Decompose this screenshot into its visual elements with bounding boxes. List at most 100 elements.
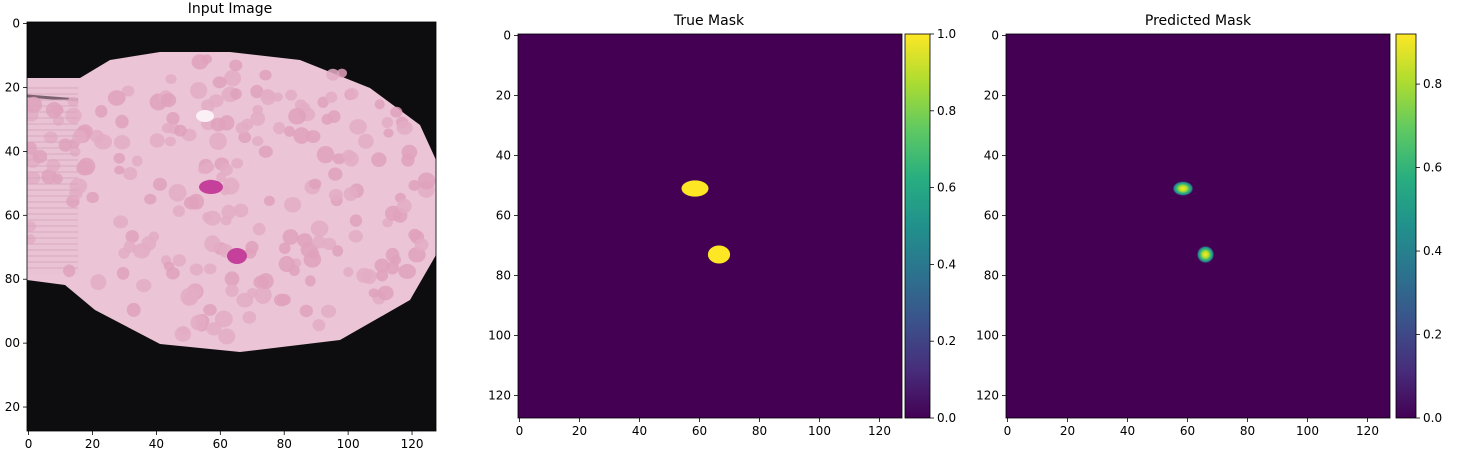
y-tick-label: 0 — [503, 29, 511, 43]
y-tick-label: 120 — [488, 389, 511, 403]
y-tick-label: 40 — [496, 149, 511, 163]
colorbar — [904, 33, 931, 419]
x-tick-label: 60 — [1180, 424, 1195, 438]
y-tick-label: 80 — [984, 269, 999, 283]
blood-cell — [113, 153, 126, 164]
stain-spot — [199, 180, 223, 194]
blood-cell — [241, 118, 254, 130]
axes: 0 20 40 60 80 100 120 0 20 40 60 80 100 120 — [488, 29, 903, 438]
blood-cell — [396, 198, 412, 214]
blood-cell — [163, 261, 175, 271]
blood-cell — [230, 88, 242, 100]
blood-cell — [233, 203, 249, 218]
blood-cell — [63, 264, 76, 278]
blood-cell — [152, 177, 167, 191]
blood-cell — [221, 204, 236, 220]
mask-background — [518, 34, 902, 418]
mask-blob — [1196, 245, 1215, 264]
blood-cell — [51, 173, 63, 184]
blood-cell — [180, 287, 199, 306]
blood-cell — [136, 278, 152, 293]
colorbar-tick-label: 0.8 — [1423, 77, 1442, 91]
blood-cell — [107, 90, 126, 106]
blood-cell — [113, 215, 129, 229]
blood-cell — [206, 322, 222, 336]
blood-cell — [190, 314, 207, 331]
blood-cell — [381, 116, 394, 129]
blood-cell — [326, 68, 340, 81]
x-tick-label: 120 — [401, 437, 424, 451]
blood-cell — [126, 302, 141, 317]
colorbar-tick-label: 0.8 — [937, 104, 956, 118]
blood-cell — [225, 284, 239, 297]
y-tick-label: 80 — [496, 269, 511, 283]
blood-cell — [172, 205, 185, 217]
blood-cell — [390, 255, 402, 265]
blood-cell — [166, 111, 180, 125]
blood-cell — [67, 96, 79, 107]
colorbar-tick-label: 0.6 — [937, 181, 956, 195]
x-tick-label: 120 — [868, 424, 891, 438]
colorbar-tick-label: 0.6 — [1423, 161, 1442, 175]
blood-cell — [250, 111, 266, 126]
y-tick-label: 60 — [496, 209, 511, 223]
blood-cell — [285, 89, 298, 101]
blood-cell — [43, 131, 58, 144]
x-tick-label: 100 — [1296, 424, 1319, 438]
colorbar-tick-label: 0.4 — [937, 257, 956, 271]
axes-frame — [517, 33, 903, 419]
blood-cell — [174, 124, 187, 137]
panel-true-mask: True Mask 0 20 40 60 80 100 120 0 20 40 60 80 100 120… — [488, 13, 956, 438]
x-tick-label: 60 — [213, 437, 228, 451]
panel-predicted-mask: Predicted Mask 0 20 40 60 80 100 120 0 20 40 60 80 1… — [976, 13, 1442, 438]
mask-blob — [1172, 180, 1194, 197]
blood-cell — [214, 310, 233, 328]
colorbar-tick-label: 1.0 — [937, 27, 956, 41]
y-tick-label: 0 — [991, 29, 999, 43]
blood-cell — [288, 108, 306, 125]
blood-cell — [27, 96, 43, 113]
blood-cell — [245, 240, 259, 254]
y-tick-label: 40 — [984, 149, 999, 163]
blood-cell — [219, 115, 235, 131]
blood-cell — [345, 87, 359, 100]
blood-cell — [229, 59, 243, 72]
blood-cell — [312, 319, 326, 332]
blood-cell — [72, 129, 87, 144]
mask-blob — [707, 245, 731, 264]
x-tick-label: 100 — [808, 424, 831, 438]
axes: 0 20 40 60 80 100 120 0 20 40 60 80 00 20 — [5, 17, 437, 451]
blood-cell — [401, 144, 418, 160]
blood-cell — [332, 245, 344, 257]
blood-cell — [263, 195, 275, 207]
colorbar-ticks: 0.0 0.2 0.4 0.6 0.8 1.0 — [930, 27, 956, 425]
blood-cell — [259, 69, 272, 81]
y-tick-label: 60 — [5, 208, 20, 222]
blood-cell — [197, 165, 209, 174]
colorbar-tick-label: 0.2 — [937, 334, 956, 348]
blood-cell — [328, 167, 343, 181]
blood-cell — [390, 106, 403, 118]
blood-cell — [258, 145, 273, 158]
blood-cell — [45, 102, 63, 119]
blood-cell — [408, 180, 420, 191]
blood-cell — [308, 248, 320, 260]
blood-cell — [417, 172, 436, 190]
mask-blobs — [1172, 180, 1215, 264]
blood-cell — [284, 196, 302, 213]
blood-cell — [254, 286, 272, 304]
blood-cell — [219, 163, 233, 176]
blood-cell — [348, 230, 363, 243]
blood-cell — [218, 328, 236, 345]
panel-title: Input Image — [188, 1, 273, 17]
blood-cell — [343, 151, 359, 167]
blood-cell — [201, 54, 213, 64]
blood-cell — [343, 266, 354, 278]
blood-cell — [305, 130, 321, 143]
blood-cell — [312, 235, 326, 249]
blood-cell — [32, 149, 48, 164]
x-tick-label: 120 — [1356, 424, 1379, 438]
blood-cell — [320, 304, 337, 318]
blood-cell — [258, 273, 274, 290]
blood-cell — [272, 92, 283, 102]
